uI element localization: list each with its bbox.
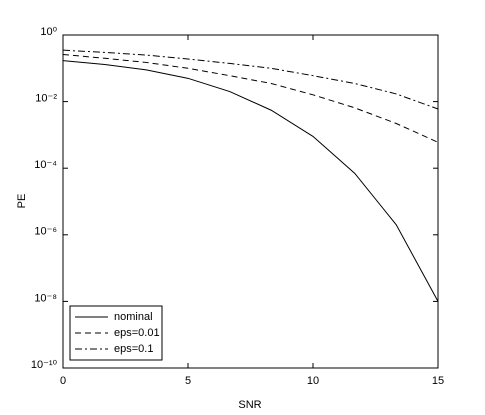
y-tick-label: 10⁰ (40, 26, 57, 38)
x-tick-label: 15 (432, 375, 444, 387)
x-tick-label: 0 (60, 375, 66, 387)
legend-label: eps=0.01 (114, 327, 160, 339)
x-tick-label: 10 (307, 375, 319, 387)
x-axis-label: SNR (238, 399, 261, 411)
series-line (62, 60, 439, 302)
x-tick-label: 5 (185, 375, 191, 387)
series-line (62, 49, 439, 110)
y-tick-label: 10⁻¹⁰ (31, 359, 58, 371)
y-tick-label: 10⁻⁴ (34, 159, 57, 171)
plot-frame (62, 34, 439, 369)
y-axis-label: PE (16, 194, 28, 209)
y-tick-label: 10⁻⁶ (34, 226, 57, 238)
series-line (62, 53, 439, 143)
legend-label: nominal (114, 311, 153, 323)
y-tick-label: 10⁻⁸ (34, 292, 57, 304)
y-tick-label: 10⁻² (35, 93, 57, 105)
legend-label: eps=0.1 (114, 343, 153, 355)
